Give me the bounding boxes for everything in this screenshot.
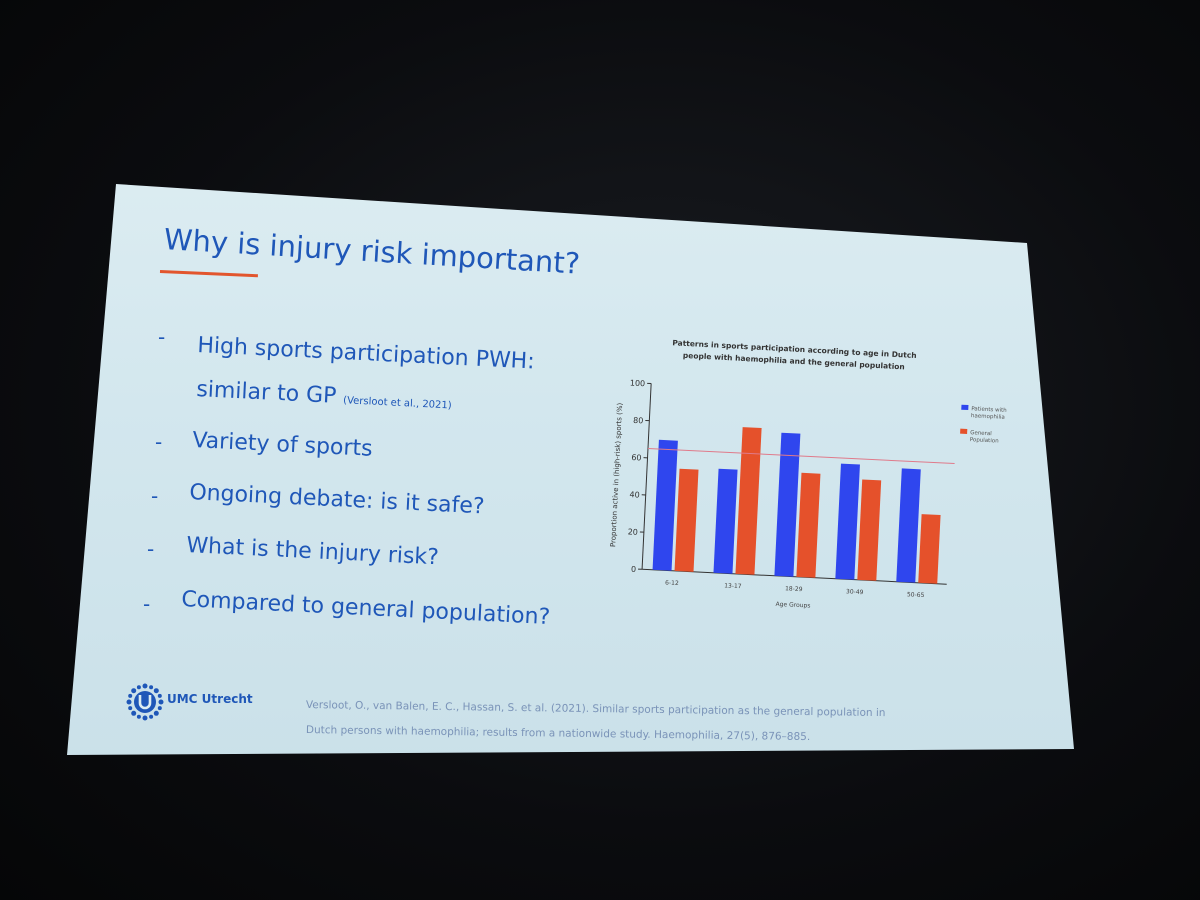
y-axis-label: Proportion active in (high-risk) sports … (609, 402, 624, 547)
legend-label: Population (970, 437, 1000, 444)
reference-line (647, 448, 955, 465)
bullet-item: Ongoing debate: is it safe? (188, 480, 486, 520)
x-tick-label: 6-12 (665, 579, 679, 587)
y-axis (641, 383, 652, 570)
x-tick-label: 18-29 (785, 585, 803, 593)
x-tick-label: 13-17 (724, 582, 742, 590)
bullet-dash: - (143, 592, 151, 616)
legend-swatch (960, 428, 968, 435)
bullet-item: Compared to general population? (180, 587, 551, 631)
y-tick-label: 60 (631, 453, 642, 462)
x-tick-label: 30-49 (846, 588, 864, 596)
legend-swatch (961, 404, 969, 411)
title-underline (159, 270, 258, 278)
reference-line: Dutch persons with haemophilia; results … (305, 724, 811, 744)
bar (652, 439, 678, 571)
bullet-item: Variety of sports (191, 428, 374, 462)
bullet-item: What is the injury risk? (185, 533, 440, 571)
bar (835, 463, 860, 580)
bar (857, 479, 882, 581)
bullet-item: similar to GP (Versloot et al., 2021) (196, 377, 453, 414)
bar (674, 468, 699, 572)
bullet-dash: - (151, 484, 159, 508)
bar (713, 468, 738, 574)
bullet-item: High sports participation PWH: (196, 333, 536, 375)
bullet-dash: - (147, 537, 155, 561)
umc-utrecht-logo-icon (126, 683, 164, 721)
x-axis-label: Age Groups (775, 601, 810, 610)
y-tick-label: 0 (631, 565, 637, 574)
legend-label: haemophilia (971, 413, 1005, 421)
bar (896, 468, 921, 583)
bullet-dash: - (155, 430, 163, 454)
bullet-dash: - (158, 325, 166, 349)
y-tick-label: 80 (633, 416, 644, 425)
legend-label: General (970, 430, 992, 437)
bar (918, 514, 941, 584)
y-tick-label: 100 (630, 378, 646, 388)
x-tick-label: 50-65 (907, 591, 925, 599)
y-tick-label: 20 (627, 527, 638, 536)
bullet-citation: (Versloot et al., 2021) (342, 395, 452, 412)
bar (796, 472, 821, 578)
bullet-text: similar to GP (195, 377, 337, 409)
bar-chart: 0 20 40 60 80 100 6-12 13-17 18-29 30-49 50-65 Age … (609, 378, 1007, 610)
reference-line: Versloot, O., van Balen, E. C., Hassan, … (305, 699, 886, 720)
y-tick-label: 40 (629, 490, 640, 499)
bar (735, 427, 762, 575)
logo-text: UMC Utrecht (167, 692, 253, 706)
legend-label: Patients with (971, 406, 1007, 414)
bar (774, 432, 801, 577)
